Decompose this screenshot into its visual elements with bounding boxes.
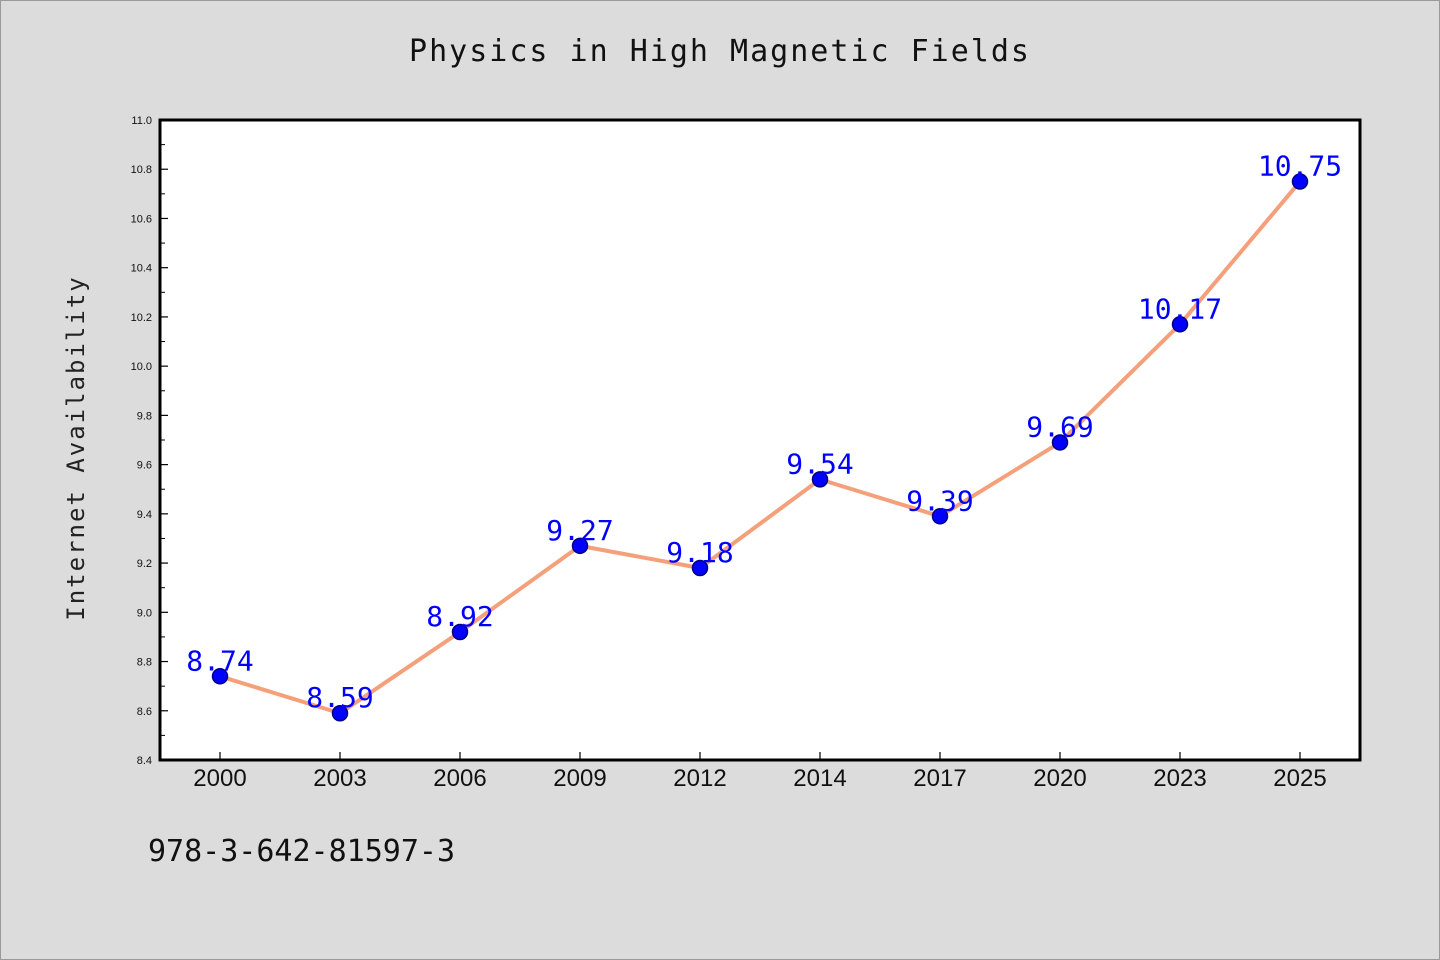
y-tick-label: 10.2	[131, 312, 152, 324]
series-line	[218, 179, 1302, 716]
y-tick-label: 10.0	[131, 361, 152, 373]
series-layer	[211, 173, 1309, 722]
y-tick-label: 9.8	[137, 410, 152, 422]
data-label-layer: 8.74 8.59 8.92 9.27 9.18 9.54 9.39 9.69 10.17 10.…	[186, 150, 1342, 715]
data-point	[1291, 173, 1309, 190]
data-point	[1051, 434, 1069, 451]
data-label: 8.74	[186, 644, 253, 677]
data-label: 8.92	[426, 600, 493, 633]
x-tick-label: 2012	[673, 765, 726, 792]
x-tick-label: 2020	[1033, 765, 1086, 792]
y-tick-label: 9.6	[137, 460, 152, 472]
data-label: 9.54	[786, 447, 853, 480]
x-tick-label: 2025	[1273, 765, 1326, 792]
x-tick-label: 2014	[793, 765, 846, 792]
data-point	[331, 704, 349, 722]
isbn-footer: 978-3-642-81597-3	[148, 834, 456, 869]
data-label: 10.17	[1138, 292, 1222, 325]
data-point	[691, 559, 709, 577]
y-tick-label: 8.6	[137, 706, 152, 718]
x-tick-label: 2006	[433, 765, 486, 792]
x-tick-label: 2003	[313, 765, 366, 792]
x-tick-label: 2000	[193, 765, 246, 792]
data-label: 9.39	[906, 484, 973, 517]
x-tick-label: 2009	[553, 765, 606, 792]
chart-title: Physics in High Magnetic Fields	[409, 34, 1031, 69]
data-point	[571, 537, 589, 555]
data-label: 8.59	[306, 681, 373, 714]
y-tick-label: 11.0	[131, 115, 152, 127]
x-tick-label: 2017	[913, 765, 966, 792]
data-label: 9.69	[1026, 410, 1093, 443]
y-tick-label: 8.8	[137, 657, 152, 669]
y-tick-label: 9.4	[137, 509, 152, 521]
data-label: 9.27	[546, 514, 613, 547]
plot-area	[158, 118, 1362, 762]
y-tick-label: 10.8	[131, 164, 152, 176]
data-label: 9.18	[666, 536, 733, 569]
x-tick-label: 2023	[1153, 765, 1206, 792]
data-label: 10.75	[1258, 150, 1342, 183]
y-tick-label: 8.4	[137, 755, 152, 767]
x-axis: 2000 2003 2006 2009 2012 2014 2017 2020 2023 2025	[193, 752, 1327, 792]
y-axis: 8.4 8.6 8.8 9.0 9.2 9.4 9.6 9.8 10.0 10.2 10.4 10.6…	[131, 115, 168, 767]
data-point	[211, 668, 229, 685]
y-tick-label: 9.2	[137, 558, 152, 570]
y-tick-label: 10.4	[131, 263, 152, 275]
data-point	[811, 471, 829, 488]
data-point	[1171, 316, 1189, 333]
data-point	[451, 623, 469, 641]
y-tick-label: 10.6	[131, 213, 152, 225]
data-point	[931, 508, 949, 525]
y-tick-label: 9.0	[137, 607, 152, 619]
